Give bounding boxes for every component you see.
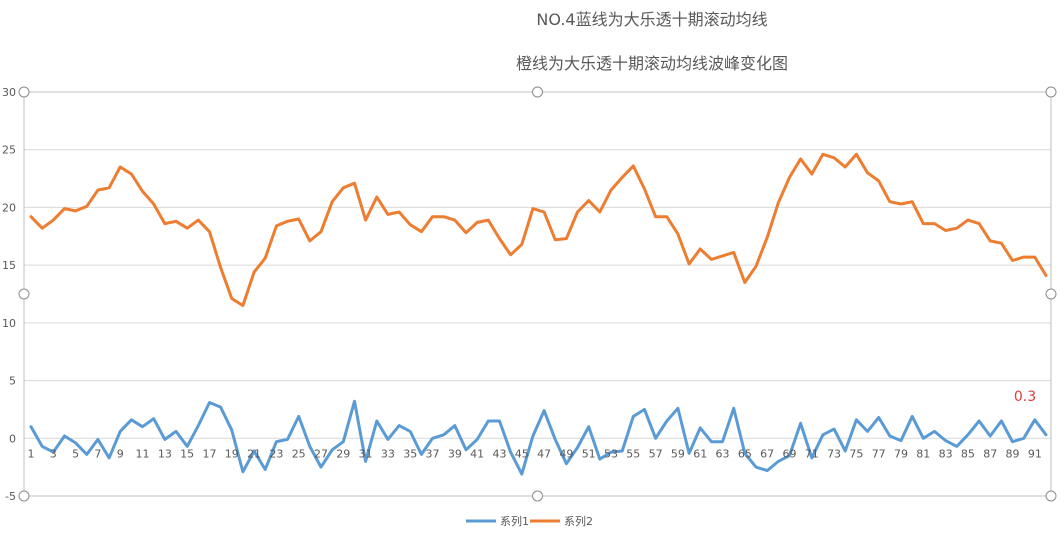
x-tick-label: 27 xyxy=(314,447,328,460)
x-tick-label: 3 xyxy=(50,447,57,460)
x-tick-label: 71 xyxy=(805,447,819,460)
y-tick-label: 20 xyxy=(2,201,16,214)
selection-handle xyxy=(1045,288,1057,300)
x-tick-label: 49 xyxy=(559,447,573,460)
chart-title: NO.4蓝线为大乐透十期滚动均线 xyxy=(536,10,768,29)
x-tick-label: 13 xyxy=(158,447,172,460)
x-tick-label: 33 xyxy=(381,447,395,460)
series-line-2 xyxy=(29,152,1048,307)
x-tick-label: 35 xyxy=(403,447,417,460)
selection-handle xyxy=(1045,86,1057,98)
x-tick-label: 25 xyxy=(292,447,306,460)
x-tick-label: 79 xyxy=(894,447,908,460)
x-tick-label: 83 xyxy=(939,447,953,460)
x-tick-label: 75 xyxy=(849,447,863,460)
y-tick-label: 5 xyxy=(9,375,16,388)
x-tick-label: 7 xyxy=(94,447,101,460)
x-tick-label: 61 xyxy=(693,447,707,460)
x-tick-label: 51 xyxy=(582,447,596,460)
x-tick-label: 57 xyxy=(649,447,663,460)
x-tick-label: 85 xyxy=(961,447,975,460)
x-tick-label: 53 xyxy=(604,447,618,460)
x-tick-label: 39 xyxy=(448,447,462,460)
x-tick-label: 81 xyxy=(916,447,930,460)
y-tick-label: 0 xyxy=(9,432,16,445)
legend: 系列1 系列2 xyxy=(466,514,593,528)
x-tick-label: 87 xyxy=(983,447,997,460)
x-tick-label: 59 xyxy=(671,447,685,460)
x-tick-label: 23 xyxy=(269,447,283,460)
x-tick-label: 77 xyxy=(872,447,886,460)
series-line-1 xyxy=(29,399,1048,476)
y-tick-label: 25 xyxy=(2,144,16,157)
x-tick-label: 69 xyxy=(782,447,796,460)
x-tick-label: 21 xyxy=(247,447,261,460)
selection-handle xyxy=(532,490,543,502)
x-tick-label: 17 xyxy=(202,447,216,460)
selection-handle xyxy=(18,288,30,300)
x-tick-label: 55 xyxy=(626,447,640,460)
x-tick-label: 41 xyxy=(470,447,484,460)
y-tick-label: -5 xyxy=(5,490,16,503)
selection-handle xyxy=(18,490,30,502)
selection-handle xyxy=(532,86,543,98)
x-tick-label: 45 xyxy=(515,447,529,460)
legend-label-1: 系列1 xyxy=(500,514,529,528)
x-tick-label: 37 xyxy=(426,447,440,460)
y-tick-label: 15 xyxy=(2,259,16,272)
x-tick-label: 47 xyxy=(537,447,551,460)
y-tick-label: 10 xyxy=(2,317,16,330)
x-tick-label: 67 xyxy=(760,447,774,460)
x-tick-label: 65 xyxy=(738,447,752,460)
y-tick-label: 30 xyxy=(2,86,16,99)
x-tick-label: 1 xyxy=(28,447,35,460)
x-tick-label: 19 xyxy=(225,447,239,460)
x-tick-label: 5 xyxy=(72,447,79,460)
x-tick-label: 15 xyxy=(180,447,194,460)
x-tick-label: 43 xyxy=(492,447,506,460)
chart-subtitle: 橙线为大乐透十期滚动均线波峰变化图 xyxy=(515,54,788,73)
x-tick-label: 11 xyxy=(136,447,150,460)
value-annotation: 0.3 xyxy=(1014,389,1036,405)
x-tick-label: 29 xyxy=(336,447,350,460)
legend-label-2: 系列2 xyxy=(564,514,593,528)
x-tick-label: 73 xyxy=(827,447,841,460)
selection-handle xyxy=(18,86,30,98)
selection-handle xyxy=(1045,490,1057,502)
x-tick-label: 89 xyxy=(1006,447,1020,460)
x-tick-label: 31 xyxy=(359,447,373,460)
x-tick-label: 9 xyxy=(117,447,124,460)
x-tick-label: 63 xyxy=(716,447,730,460)
x-tick-label: 91 xyxy=(1028,447,1042,460)
